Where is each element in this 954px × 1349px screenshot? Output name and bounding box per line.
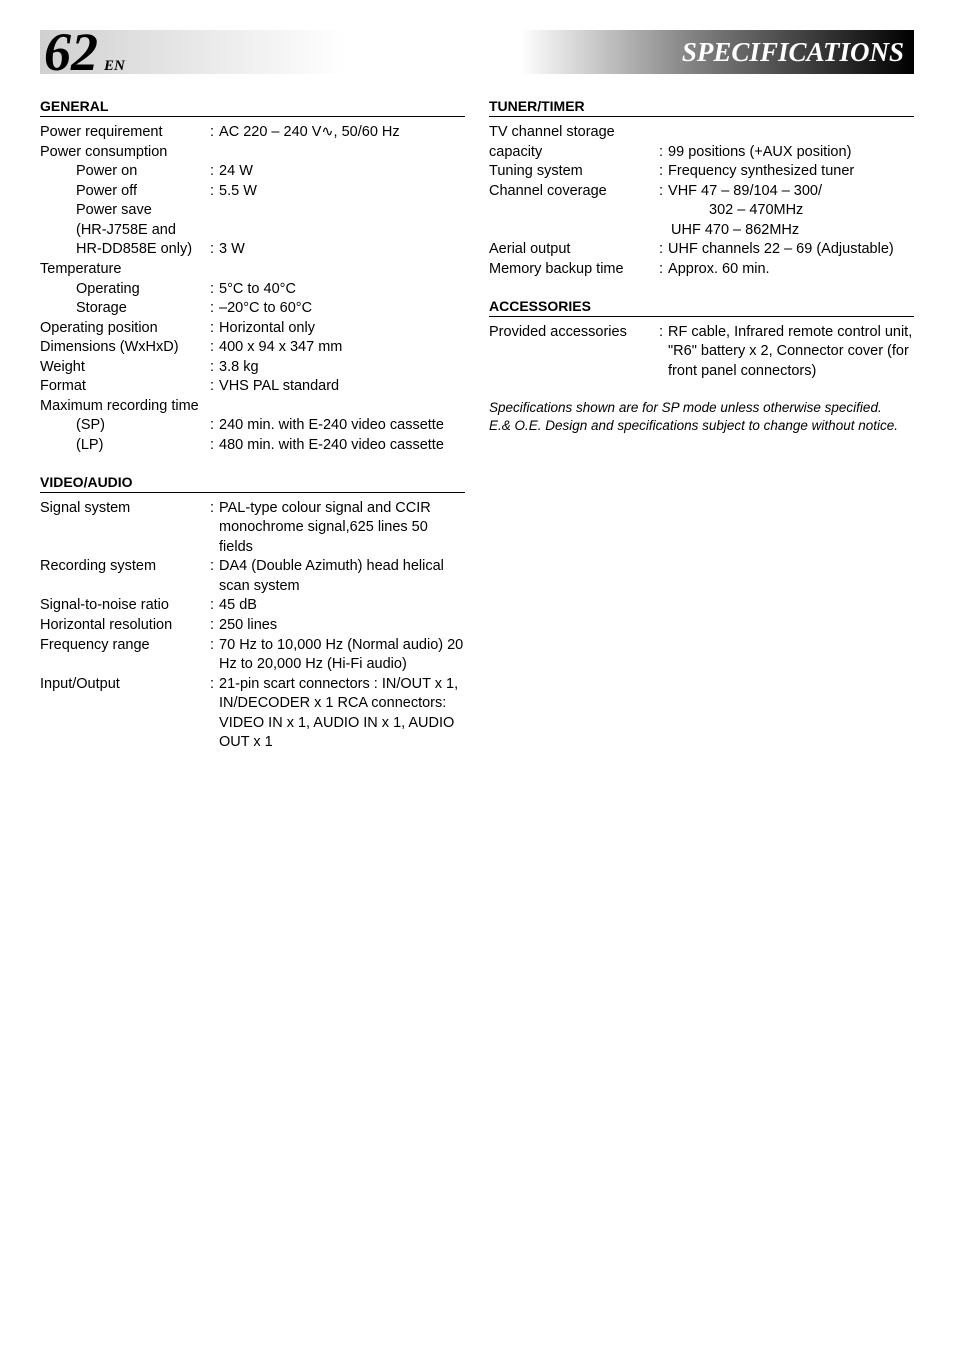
general-specs: Power requirement :AC 220 – 240 V∿, 50/6…	[40, 123, 465, 456]
recording-system-label: Recording system	[40, 557, 210, 577]
lp-label: (LP)	[40, 436, 210, 456]
max-rec-label: Maximum recording time	[40, 397, 199, 417]
power-save-sub: (HR-J758E and	[40, 221, 210, 241]
channel-storage-label1: TV channel storage	[489, 123, 659, 143]
channel-storage-value: :99 positions (+AUX position)	[659, 143, 914, 163]
power-off-value: :5.5 W	[210, 182, 465, 202]
power-off-label: Power off	[40, 182, 210, 202]
page-num: 62	[44, 25, 98, 79]
videoaudio-specs: Signal system :PAL-type colour signal an…	[40, 499, 465, 753]
coverage-label: Channel coverage	[489, 182, 659, 202]
dimensions-value: :400 x 94 x 347 mm	[210, 338, 465, 358]
op-position-value: :Horizontal only	[210, 319, 465, 339]
lp-value: :480 min. with E-240 video cassette	[210, 436, 465, 456]
power-on-value: :24 W	[210, 162, 465, 182]
temp-label: Temperature	[40, 260, 210, 280]
hres-label: Horizontal resolution	[40, 616, 210, 636]
backup-value: :Approx. 60 min.	[659, 260, 914, 280]
channel-storage-label2: capacity	[489, 143, 659, 163]
power-on-label: Power on	[40, 162, 210, 182]
snr-label: Signal-to-noise ratio	[40, 596, 210, 616]
sp-value: :240 min. with E-240 video cassette	[210, 416, 465, 436]
power-save-sub2: HR-DD858E only)	[40, 240, 210, 260]
lang-code: EN	[104, 58, 125, 75]
snr-value: :45 dB	[210, 596, 465, 616]
section-videoaudio-title: VIDEO/AUDIO	[40, 474, 465, 493]
sp-label: (SP)	[40, 416, 210, 436]
temp-op-value: :5°C to 40°C	[210, 280, 465, 300]
tuning-label: Tuning system	[489, 162, 659, 182]
accessories-specs: Provided accessories :RF cable, Infrared…	[489, 323, 914, 382]
dimensions-label: Dimensions (WxHxD)	[40, 338, 210, 358]
fine-print-2: E.& O.E. Design and specifications subje…	[489, 417, 914, 435]
coverage-value-l2: 302 – 470MHz	[659, 201, 914, 221]
section-accessories-title: ACCESSORIES	[489, 298, 914, 317]
page-number: 62 EN	[44, 25, 125, 79]
coverage-value-l3: UHF 470 – 862MHz	[659, 221, 914, 241]
signal-system-label: Signal system	[40, 499, 210, 519]
power-req-value: :AC 220 – 240 V∿, 50/60 Hz	[210, 123, 465, 143]
freq-label: Frequency range	[40, 636, 210, 656]
temp-storage-value: :–20°C to 60°C	[210, 299, 465, 319]
content-columns: GENERAL Power requirement :AC 220 – 240 …	[40, 94, 914, 753]
power-cons-label: Power consumption	[40, 143, 210, 163]
temp-op-label: Operating	[40, 280, 210, 300]
page-title: SPECIFICATIONS	[682, 37, 914, 68]
op-position-label: Operating position	[40, 319, 210, 339]
io-value: :21-pin scart connectors : IN/OUT x 1, I…	[210, 675, 465, 753]
provided-label: Provided accessories	[489, 323, 659, 343]
backup-label: Memory backup time	[489, 260, 659, 280]
hres-value: :250 lines	[210, 616, 465, 636]
weight-label: Weight	[40, 358, 210, 378]
aerial-value: :UHF channels 22 – 69 (Adjustable)	[659, 240, 914, 260]
power-save-label: Power save	[40, 201, 210, 221]
signal-system-value: :PAL-type colour signal and CCIR monochr…	[210, 499, 465, 558]
section-general-title: GENERAL	[40, 98, 465, 117]
aerial-label: Aerial output	[489, 240, 659, 260]
coverage-value-l1: :VHF 47 – 89/104 – 300/	[659, 182, 914, 202]
right-column: TUNER/TIMER TV channel storage capacity …	[489, 94, 914, 753]
freq-value: :70 Hz to 10,000 Hz (Normal audio) 20 Hz…	[210, 636, 465, 675]
left-column: GENERAL Power requirement :AC 220 – 240 …	[40, 94, 465, 753]
io-label: Input/Output	[40, 675, 210, 695]
format-label: Format	[40, 377, 210, 397]
tuner-specs: TV channel storage capacity :99 position…	[489, 123, 914, 280]
temp-storage-label: Storage	[40, 299, 210, 319]
power-save-value: :3 W	[210, 240, 465, 260]
tuning-value: :Frequency synthesized tuner	[659, 162, 914, 182]
page-header: 62 EN SPECIFICATIONS	[40, 30, 914, 74]
power-req-label: Power requirement	[40, 123, 210, 143]
recording-system-value: :DA4 (Double Azimuth) head helical scan …	[210, 557, 465, 596]
fine-print-1: Specifications shown are for SP mode unl…	[489, 399, 914, 417]
weight-value: :3.8 kg	[210, 358, 465, 378]
section-tuner-title: TUNER/TIMER	[489, 98, 914, 117]
provided-value: :RF cable, Infrared remote control unit,…	[659, 323, 914, 382]
format-value: :VHS PAL standard	[210, 377, 465, 397]
